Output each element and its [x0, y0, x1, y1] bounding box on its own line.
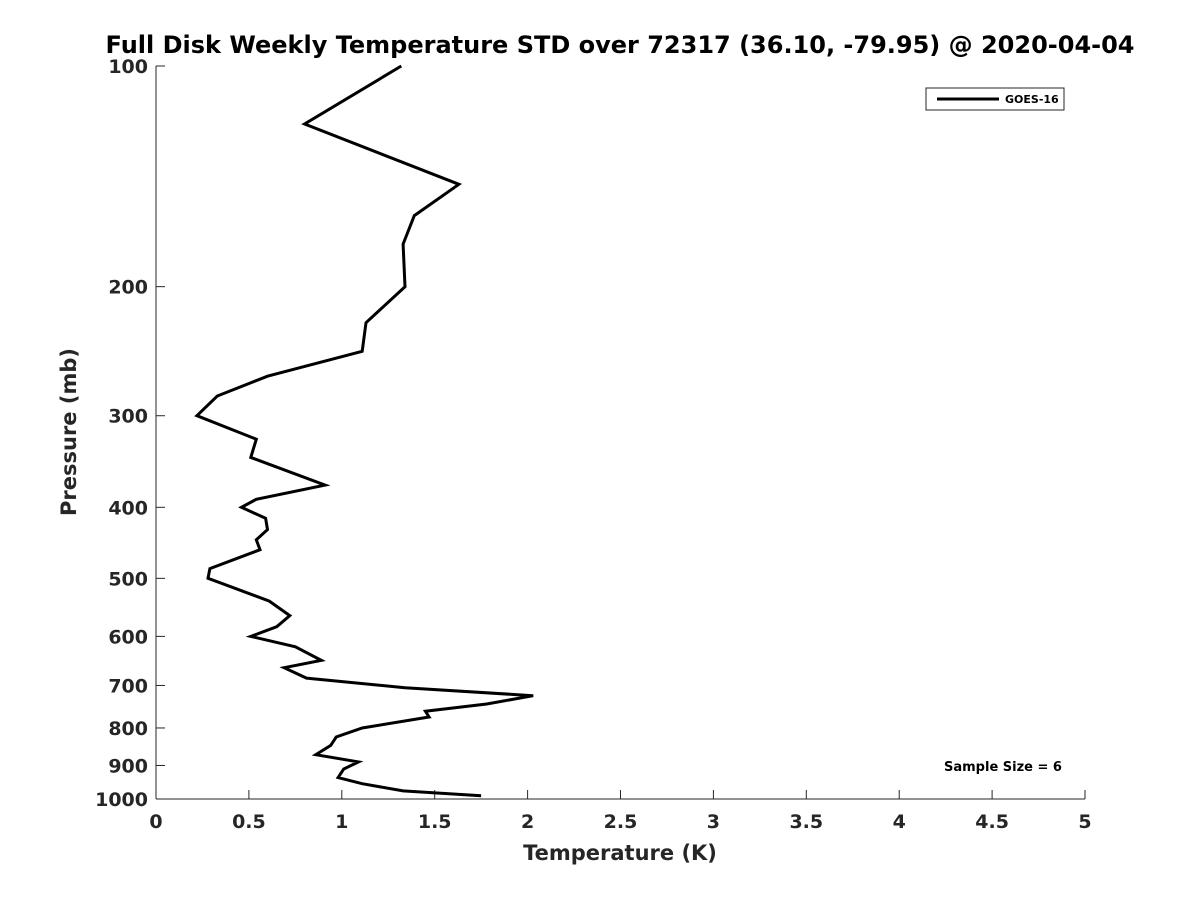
x-axis-label: Temperature (K): [523, 841, 717, 865]
y-tick-label: 1000: [95, 789, 148, 811]
y-tick-label: 500: [108, 568, 148, 590]
y-tick-label: 100: [108, 56, 148, 78]
y-axis-label: Pressure (mb): [57, 348, 81, 516]
legend-label-goes-16: GOES-16: [1005, 93, 1059, 106]
x-tick-label: 0.5: [232, 811, 266, 833]
sample-size-annotation: Sample Size = 6: [944, 760, 1062, 775]
x-tick-label: 1: [335, 811, 348, 833]
x-tick-label: 3.5: [789, 811, 823, 833]
chart-title: Full Disk Weekly Temperature STD over 72…: [106, 31, 1135, 59]
x-tick-label: 4.5: [975, 811, 1009, 833]
y-tick-label: 200: [108, 277, 148, 299]
y-tick-label: 300: [108, 406, 148, 428]
y-tick-label: 900: [108, 755, 148, 777]
axes: 0 0.5 1 1.5 2 2.5 3 3.5 4 4.5 5 100 200 300 400 500 600 7…: [95, 56, 1092, 833]
x-tick-label: 1.5: [418, 811, 452, 833]
series-layer: [194, 64, 534, 798]
x-tick-label: 4: [893, 811, 906, 833]
x-tick-label: 5: [1078, 811, 1091, 833]
x-tick-label: 2.5: [604, 811, 638, 833]
y-tick-label: 800: [108, 718, 148, 740]
y-tick-label: 400: [108, 497, 148, 519]
legend: GOES-16: [925, 87, 1065, 111]
x-tick-label: 3: [707, 811, 720, 833]
y-tick-label: 600: [108, 626, 148, 648]
y-tick-label: 700: [108, 675, 148, 697]
series-line-goes-16: [194, 64, 534, 798]
x-tick-label: 2: [521, 811, 534, 833]
x-tick-label: 0: [149, 811, 162, 833]
